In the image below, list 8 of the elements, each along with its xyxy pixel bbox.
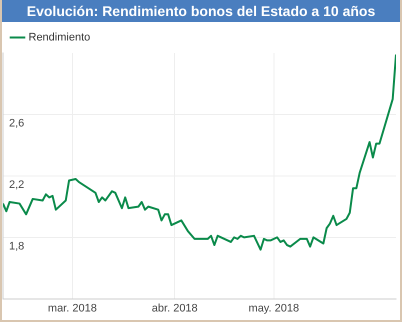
chart-title: Evolución: Rendimiento bonos del Estado a 10 años bbox=[2, 0, 400, 22]
x-tick-label: abr. 2018 bbox=[152, 302, 198, 314]
y-tick-label: 2,2 bbox=[9, 178, 24, 191]
y-tick-label: 1,8 bbox=[9, 240, 24, 252]
y-tick-label: 2,6 bbox=[9, 117, 24, 130]
legend-label: Rendimiento bbox=[28, 32, 90, 44]
x-tick-label: mar. 2018 bbox=[48, 302, 97, 314]
x-tick-label: may. 2018 bbox=[248, 302, 300, 314]
